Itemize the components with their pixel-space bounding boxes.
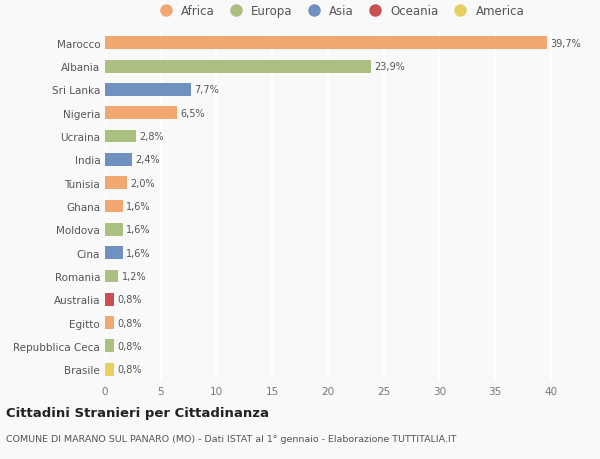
Bar	[105, 177, 127, 190]
Text: 1,2%: 1,2%	[122, 271, 146, 281]
Bar	[105, 316, 114, 329]
Bar	[105, 340, 114, 353]
Legend: Africa, Europa, Asia, Oceania, America: Africa, Europa, Asia, Oceania, America	[149, 0, 529, 23]
Bar	[105, 363, 114, 376]
Text: 1,6%: 1,6%	[126, 202, 151, 212]
Text: 2,0%: 2,0%	[131, 178, 155, 188]
Bar	[105, 107, 178, 120]
Text: COMUNE DI MARANO SUL PANARO (MO) - Dati ISTAT al 1° gennaio - Elaborazione TUTTI: COMUNE DI MARANO SUL PANARO (MO) - Dati …	[6, 434, 457, 443]
Text: 0,8%: 0,8%	[117, 341, 142, 351]
Bar	[105, 270, 118, 283]
Bar	[105, 246, 123, 259]
Text: 2,4%: 2,4%	[135, 155, 160, 165]
Text: 2,8%: 2,8%	[140, 132, 164, 142]
Bar	[105, 200, 123, 213]
Bar	[105, 130, 136, 143]
Text: 1,6%: 1,6%	[126, 248, 151, 258]
Text: Cittadini Stranieri per Cittadinanza: Cittadini Stranieri per Cittadinanza	[6, 406, 269, 419]
Text: 39,7%: 39,7%	[551, 39, 581, 49]
Bar	[105, 224, 123, 236]
Text: 7,7%: 7,7%	[194, 85, 219, 95]
Text: 23,9%: 23,9%	[374, 62, 406, 72]
Bar	[105, 293, 114, 306]
Bar	[105, 37, 547, 50]
Bar	[105, 154, 132, 167]
Bar	[105, 84, 191, 97]
Text: 1,6%: 1,6%	[126, 225, 151, 235]
Text: 0,8%: 0,8%	[117, 295, 142, 305]
Text: 0,8%: 0,8%	[117, 364, 142, 375]
Text: 0,8%: 0,8%	[117, 318, 142, 328]
Bar	[105, 61, 371, 73]
Text: 6,5%: 6,5%	[181, 108, 205, 118]
